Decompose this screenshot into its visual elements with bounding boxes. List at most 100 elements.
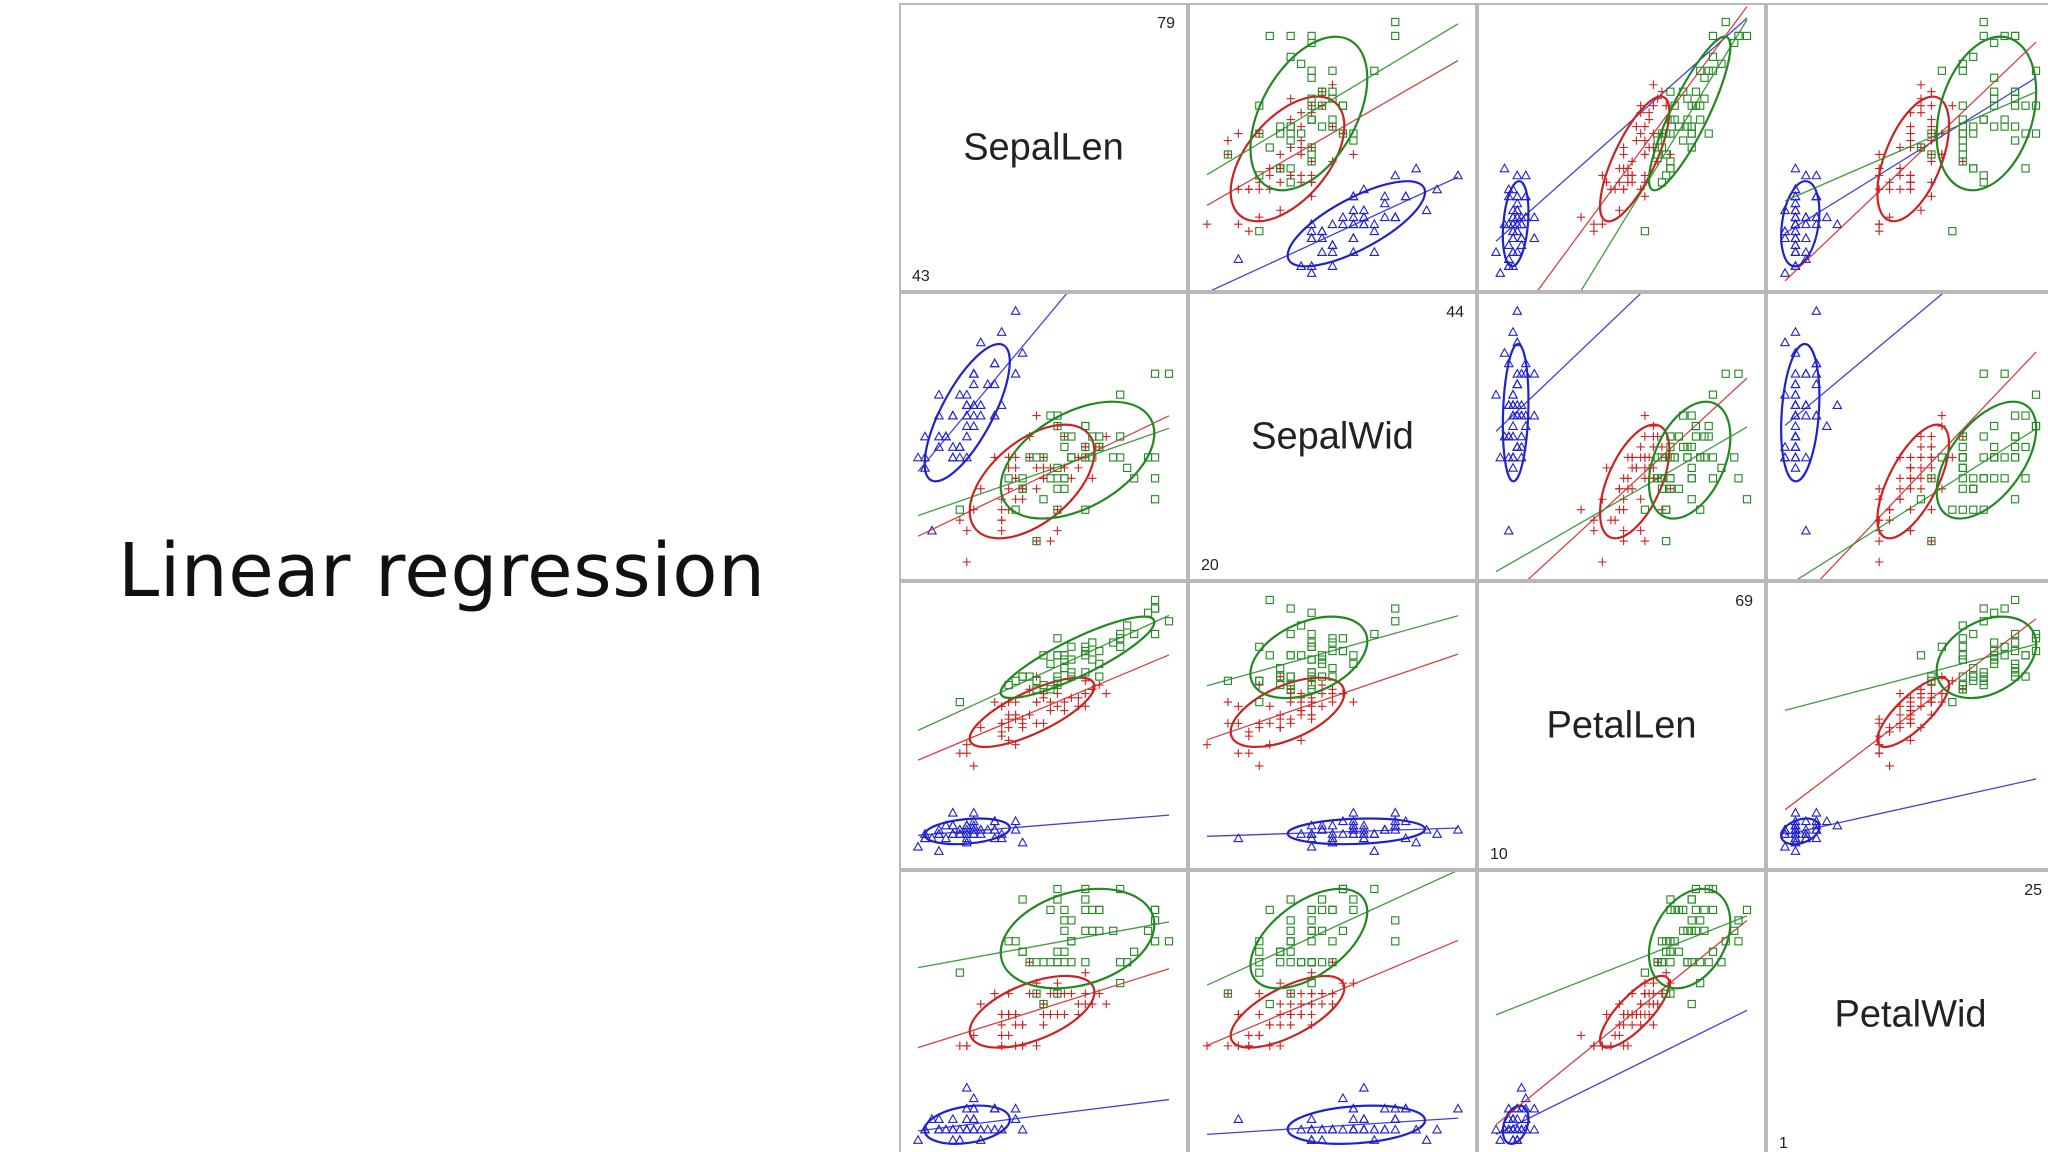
data-point-series-2 [1053,947,1062,956]
ellipse-series-0 [923,1104,1011,1145]
data-point-series-2 [1053,484,1062,493]
ellipse-series-2 [1647,400,1732,520]
data-point-series-1 [1906,453,1915,462]
data-point-series-2 [1349,659,1358,668]
data-point-series-2 [1116,642,1125,651]
regression-line-series-2 [1784,643,2037,712]
data-point-series-0 [1379,211,1390,222]
data-point-series-2 [1307,672,1316,681]
data-point-series-1 [1598,495,1607,504]
range-max-label: 25 [2024,882,2042,899]
data-point-series-2 [1046,685,1055,694]
data-point-series-2 [1307,101,1316,110]
data-point-series-2 [1039,495,1048,504]
data-point-series-0 [1400,190,1411,201]
data-point-series-0 [1800,368,1812,378]
data-point-series-1 [1640,463,1650,473]
data-point-series-1 [1223,150,1233,159]
data-point-series-1 [1328,697,1337,707]
data-point-series-1 [1053,978,1062,988]
data-point-series-0 [1490,1124,1502,1134]
data-point-series-1 [1046,697,1055,707]
data-point-series-1 [1202,219,1212,229]
data-point-series-0 [947,807,958,817]
data-point-series-2 [1053,634,1062,643]
data-point-series-2 [1696,66,1705,75]
data-point-series-2 [1717,958,1726,967]
data-point-series-1 [1649,80,1658,89]
data-point-series-0 [1390,820,1401,830]
data-point-series-1 [1895,185,1905,194]
data-point-series-2 [1696,916,1705,925]
data-point-series-0 [1306,1134,1317,1144]
data-point-series-0 [1811,832,1822,843]
data-point-series-1 [1649,978,1658,988]
data-point-series-0 [1790,462,1801,472]
data-point-series-1 [1088,685,1097,694]
data-point-series-2 [1164,617,1174,626]
data-point-series-2 [1286,937,1295,946]
data-point-series-2 [2000,474,2009,483]
data-point-series-0 [1431,828,1443,838]
data-point-series-0 [919,1124,931,1134]
data-point-series-2 [1060,663,1069,673]
data-point-series-1 [1602,1010,1611,1019]
data-point-series-2 [1969,52,1978,61]
data-point-series-0 [989,824,1000,834]
data-point-series-1 [1606,185,1616,194]
data-point-series-2 [1691,87,1701,96]
data-point-series-1 [1244,226,1254,236]
data-point-series-0 [912,452,924,462]
panel-plot-area [912,884,1174,1145]
data-point-series-0 [1790,845,1801,855]
data-point-series-2 [1958,655,1967,664]
data-point-series-1 [1615,484,1624,493]
data-point-series-0 [933,828,945,838]
data-point-series-2 [2031,66,2041,75]
data-point-series-1 [1644,1010,1654,1019]
data-point-series-2 [1730,38,1739,48]
data-point-series-2 [1927,536,1936,546]
data-point-series-0 [1421,204,1432,215]
data-point-series-1 [1032,697,1041,707]
data-point-series-2 [1150,495,1160,504]
data-point-series-2 [1338,884,1348,894]
data-point-series-1 [1927,178,1936,187]
data-point-series-2 [2000,604,2009,613]
data-point-series-2 [1060,442,1069,452]
data-point-series-1 [1895,474,1905,483]
regression-line-series-2 [917,427,1170,517]
data-point-series-0 [1779,841,1791,851]
data-point-series-2 [1979,31,1988,41]
data-point-series-0 [1832,820,1843,830]
data-point-series-0 [1821,420,1832,430]
data-point-series-2 [1969,505,1978,514]
data-point-series-1 [1916,463,1926,473]
data-point-series-1 [1640,536,1650,546]
data-point-series-0 [1337,828,1349,838]
data-point-series-1 [1916,108,1926,117]
data-point-series-2 [1979,178,1988,187]
data-point-series-2 [2010,101,2020,110]
data-point-series-2 [1742,905,1752,915]
data-point-series-0 [1495,267,1506,277]
data-point-series-2 [1067,937,1076,946]
data-point-series-0 [961,1082,972,1092]
data-point-series-0 [1779,232,1791,243]
data-point-series-0 [1010,1113,1021,1123]
data-point-series-0 [947,1113,958,1123]
data-point-series-2 [1286,604,1295,613]
data-point-series-0 [1411,1124,1422,1134]
data-point-series-0 [1790,246,1801,256]
data-point-series-0 [968,378,979,389]
data-point-series-0 [1516,399,1527,410]
data-point-series-2 [1307,157,1316,166]
panel-frame [1188,292,1477,581]
data-point-series-1 [1906,484,1915,493]
data-point-series-1 [1053,989,1062,998]
data-point-series-2 [1391,916,1400,925]
data-point-series-2 [1286,685,1295,694]
data-point-series-1 [1349,150,1358,159]
data-point-series-2 [1391,31,1400,41]
data-point-series-1 [1874,150,1884,159]
